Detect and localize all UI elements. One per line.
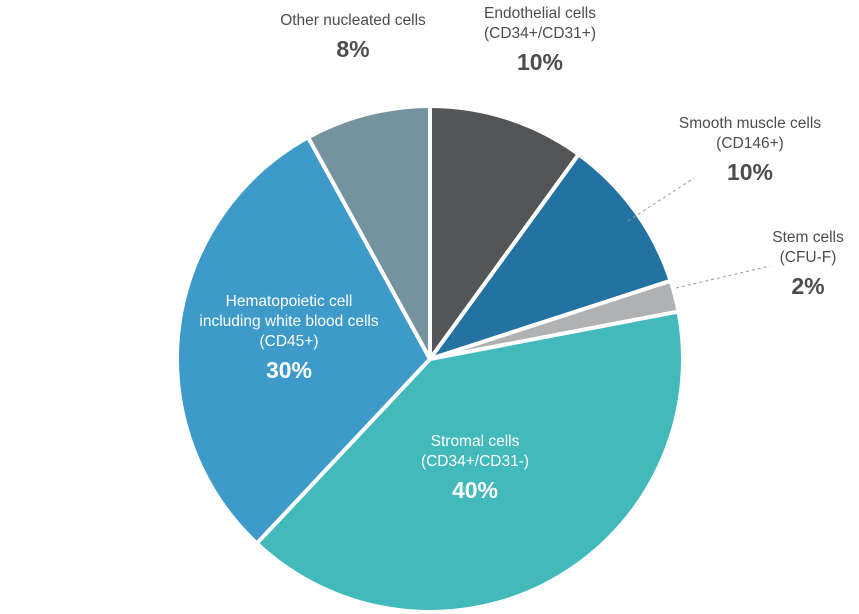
pie-slice-stromal [254, 309, 685, 614]
label-smooth-muscle-name: Smooth muscle cells [678, 115, 822, 132]
label-stem-pct: 2% [791, 273, 825, 299]
label-hematopoietic-name2: including white blood cells [199, 313, 379, 330]
label-endothelial-pct: 10% [516, 49, 564, 75]
label-stromal-sub: (CD34+/CD31-) [420, 453, 530, 470]
label-smooth-muscle-cells: Smooth muscle cells (CD146+) 10% [679, 114, 821, 187]
label-hematopoietic-pct: 30% [265, 357, 313, 383]
pie-slice-hematopoietic [175, 135, 432, 546]
pie-slice-other-nucleated [306, 104, 432, 361]
label-stromal-pct: 40% [451, 477, 499, 503]
label-endothelial-cells: Endothelial cells (CD34+/CD31+) 10% [484, 4, 596, 77]
label-stem-sub: (CFU-F) [779, 249, 837, 266]
label-stromal-name: Stromal cells [430, 433, 520, 450]
label-hematopoietic-cells: Hematopoietic cell including white blood… [199, 292, 378, 385]
label-other-name: Other nucleated cells [280, 12, 426, 29]
leader-line-stem [675, 265, 771, 289]
label-other-pct: 8% [336, 36, 370, 62]
label-smooth-muscle-sub: (CD146+) [716, 135, 784, 152]
label-hematopoietic-sub: (CD45+) [259, 333, 319, 350]
label-hematopoietic-name: Hematopoietic cell [225, 293, 353, 310]
pie-slice-endothelial [428, 104, 581, 361]
pie-slice-smooth-muscle [428, 152, 673, 361]
leader-line-smooth-muscle [627, 177, 695, 222]
label-stromal-cells: Stromal cells (CD34+/CD31-) 40% [421, 432, 529, 505]
label-other-nucleated-cells: Other nucleated cells 8% [280, 11, 426, 64]
label-endothelial-name: Endothelial cells [483, 5, 597, 22]
label-endothelial-sub: (CD34+/CD31+) [483, 25, 596, 42]
label-smooth-muscle-pct: 10% [726, 159, 774, 185]
label-stem-name: Stem cells [772, 229, 844, 246]
label-stem-cells: Stem cells (CFU-F) 2% [772, 228, 844, 301]
